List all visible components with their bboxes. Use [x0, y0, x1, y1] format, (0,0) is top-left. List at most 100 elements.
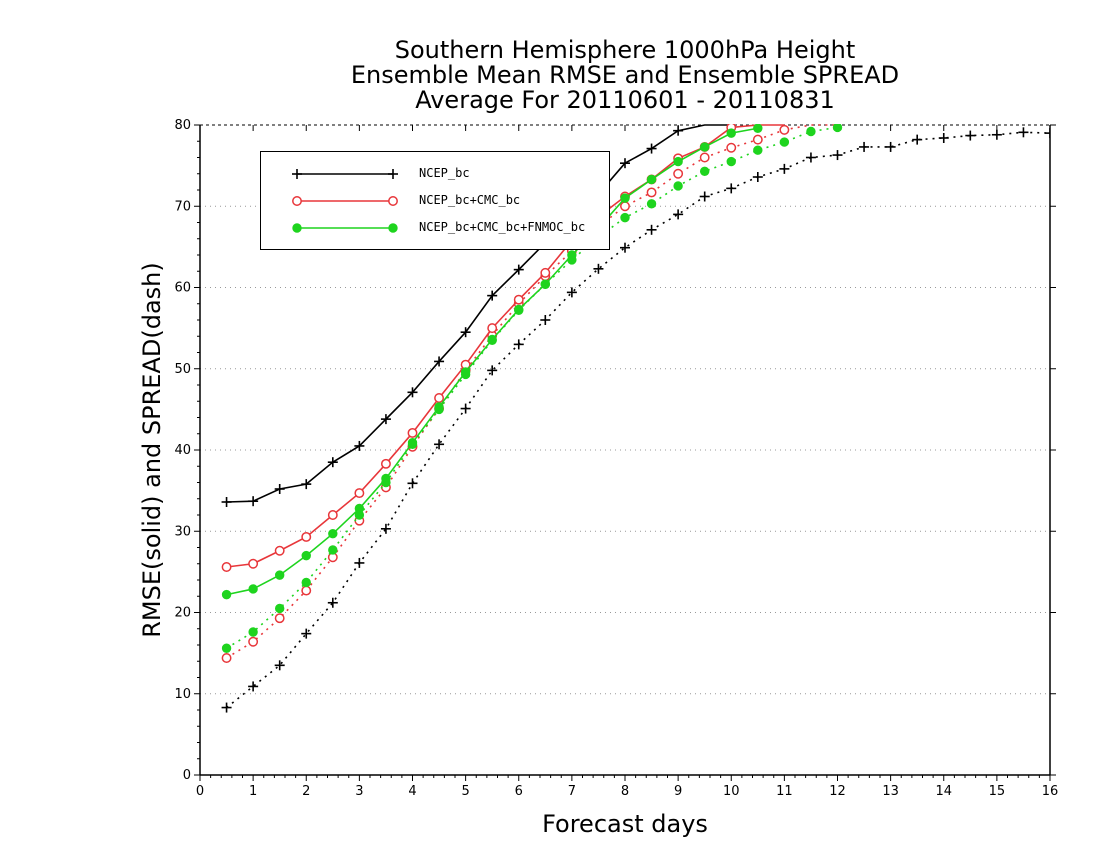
y-tick-label: 20	[174, 606, 191, 621]
x-tick-label: 14	[935, 784, 952, 799]
legend-sample-ncep-cmc-fnmoc	[292, 223, 398, 233]
series-0-rmse-point	[434, 356, 445, 367]
series-2-spread-point	[779, 137, 790, 147]
series-0-spread-line	[226, 131, 1050, 709]
series-2-rmse-point	[328, 528, 338, 539]
series-2-rmse-point	[646, 174, 657, 185]
series-2-spread-point	[620, 212, 630, 223]
legend-marker	[292, 169, 302, 179]
series-0-rmse-point	[221, 497, 232, 507]
x-tick-label: 0	[196, 784, 204, 799]
x-tick-label: 11	[776, 784, 793, 799]
series-2-spread-point	[274, 603, 285, 614]
chart-title-line-2: Ensemble Mean RMSE and Ensemble SPREAD	[350, 61, 900, 89]
series-0-rmse-point	[327, 457, 338, 468]
series-0-rmse-point	[646, 143, 657, 154]
series-2-rmse-point	[434, 402, 444, 412]
y-tick-label: 70	[174, 199, 191, 214]
legend-marker	[388, 169, 398, 179]
series-0-spread-point	[779, 163, 790, 174]
x-tick-label: 8	[621, 784, 629, 799]
series-0-spread-point	[1018, 127, 1029, 138]
legend-label-ncep: NCEP_bc	[419, 166, 470, 180]
series-0-spread-point	[938, 133, 949, 143]
x-tick-label: 5	[461, 784, 469, 799]
series-0-rmse-point	[513, 264, 524, 275]
x-tick-label: 9	[674, 784, 682, 799]
series-1-spread-point	[779, 124, 790, 135]
series-0-spread-point	[752, 172, 763, 182]
series-2-rmse-point	[726, 128, 736, 138]
legend: NCEP_bc NCEP_bc+CMC_bc NCEP_bc+CMC_bc+FN…	[260, 151, 610, 250]
legend-marker	[292, 223, 302, 233]
series-0-spread-point	[460, 403, 471, 414]
series-0-spread-point	[965, 130, 976, 141]
y-tick-label: 60	[174, 281, 191, 296]
series-1-rmse-point	[540, 267, 551, 278]
legend-marker	[292, 196, 302, 206]
x-tick-label: 1	[249, 784, 257, 799]
series-1-rmse-point	[248, 558, 259, 569]
series-1-spread-point	[248, 636, 259, 647]
series-0-rmse-line	[226, 124, 732, 503]
y-tick-label: 0	[183, 768, 191, 783]
series-2-spread-point	[832, 124, 843, 133]
series-0-spread-point	[699, 191, 710, 202]
series-2-rmse-point	[620, 193, 630, 203]
series-1-spread-point	[620, 201, 630, 212]
series-0-spread-point	[513, 339, 524, 350]
series-2-spread-point	[806, 126, 816, 137]
series-0-spread-point	[540, 315, 551, 325]
series-1-spread-point	[699, 152, 710, 163]
series-0-spread-point	[407, 478, 418, 489]
series-0-spread-point	[354, 557, 365, 568]
series-2-rmse-point	[354, 503, 365, 514]
series-0-spread-point	[859, 141, 870, 152]
legend-sample-ncep	[292, 169, 398, 179]
series-0-spread-point	[832, 150, 843, 161]
x-tick-label: 2	[302, 784, 310, 799]
series-1-spread-line	[226, 124, 838, 659]
series-0-spread-point	[327, 597, 338, 608]
legend-marker	[388, 196, 398, 206]
series-2-rmse-point	[381, 473, 391, 484]
legend-item-ncep: NCEP_bc	[261, 162, 609, 186]
axes: 0 1 2 3 4 5 6 7 8 9 10 11 12 13 14 15 160102030405060708…	[174, 118, 1058, 799]
series-1-rmse-point	[221, 562, 232, 572]
series-1-rmse-line	[226, 124, 785, 568]
series-2-spread-point	[248, 627, 258, 637]
series-0-spread-point	[646, 224, 657, 235]
series-0-spread-point	[885, 141, 896, 152]
series-2-rmse-point	[248, 584, 258, 594]
grid-lines	[200, 205, 1050, 695]
series-0-spread-point	[991, 129, 1002, 140]
series-0-spread-point	[673, 209, 684, 220]
series-1-rmse-point	[407, 427, 418, 438]
series-1-spread-point	[673, 168, 684, 179]
series-0-rmse-point	[407, 387, 418, 398]
series-0-rmse-point	[380, 414, 391, 425]
series-0-spread-point	[487, 365, 498, 376]
series-2-rmse-point	[699, 142, 710, 152]
series-0-spread-point	[434, 439, 445, 450]
series-1-rmse-point	[327, 510, 338, 520]
series-0-spread-point	[912, 134, 923, 145]
series-1-spread-point	[221, 653, 232, 663]
series-0-spread-point	[221, 702, 232, 713]
series-2-rmse-point	[673, 156, 683, 167]
series-1-rmse-point	[301, 531, 312, 542]
series-2-rmse-point	[567, 250, 577, 260]
series-0-spread-point	[566, 287, 577, 298]
series-0-spread-point	[1045, 128, 1050, 139]
series-1-spread-point	[646, 187, 657, 198]
series-0-rmse-point	[248, 496, 259, 507]
series-2-spread-point	[646, 199, 657, 209]
series-1-rmse-point	[354, 488, 365, 499]
series-0-rmse-point	[274, 484, 285, 494]
series-0-rmse-point	[460, 327, 471, 338]
series-0-spread-point	[274, 660, 285, 671]
series-2-spread-point	[673, 181, 683, 191]
series-1-rmse-point	[274, 545, 285, 556]
series-0-rmse-point	[487, 290, 498, 301]
series-1-rmse-point	[487, 323, 498, 334]
